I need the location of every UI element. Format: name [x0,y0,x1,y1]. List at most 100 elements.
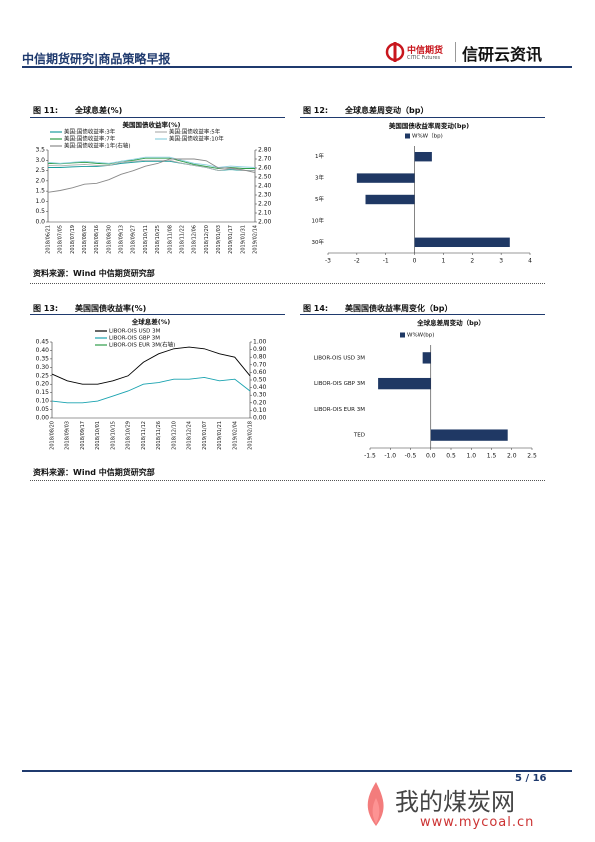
y-tick-label: 1.5 [35,188,45,195]
y-tick-label: LIBOR-OIS GBP 3M [314,381,365,387]
x-tick-label: 2019/02/14 [253,225,259,254]
watermark-url: www.mycoal.cn [420,815,535,830]
figure-caption: 美国国债收益率周变化（bp） [345,304,453,313]
y-tick-label: 0.05 [36,406,50,413]
logo-en: CITIC Futures [407,55,441,61]
legend-label: W%W(bp) [407,333,434,339]
x-tick-label: 2018/10/11 [143,225,149,254]
footer-rule [22,770,572,772]
x-tick-label: 2018/09/13 [119,225,125,254]
series-line [47,158,256,193]
x-tick-label: 1.5 [487,453,497,460]
chart: 美国国债收益率(%) 0.0 0.5 1.0 1.5 2.0 2.5 3.0 3.5 2.00 2.… [35,120,272,254]
header-title: 中信期货研究|商品策略早报 [22,52,171,66]
x-tick-label: 2018/10/25 [155,225,161,254]
y-tick-label: 0.35 [36,355,50,362]
x-tick-label: 2018/06/21 [46,225,52,254]
x-tick-label: 2018/12/06 [192,225,198,254]
y-tick-label: 5年 [315,195,324,203]
bar [430,429,508,441]
x-tick-label: 2018/11/12 [141,421,147,450]
x-tick-label: 2018/07/19 [70,225,76,254]
y-tick-label: 0.15 [36,389,50,396]
y-tick-label: 0.20 [36,381,50,388]
y2-tick-label: 1.00 [253,339,267,346]
x-tick-label: 1 [442,258,446,265]
x-tick-label: 1.0 [466,453,476,460]
y-tick-label: LIBOR-OIS USD 3M [314,355,366,361]
header-rule [22,66,572,68]
legend-label: LIBOR-OIS GBP 3M [109,336,160,342]
x-tick-label: 3 [499,258,503,265]
legend-label: LIBOR-OIS USD 3M [109,329,161,335]
bar [414,237,510,248]
x-tick-label: 0.5 [446,453,456,460]
x-tick-label: -1.0 [384,453,396,460]
x-tick-label: 2018/11/08 [167,225,173,254]
caption-rule [30,117,285,118]
brand: 信研云资讯 [462,45,543,64]
chart: 美国国债收益率周变动(bp) -3 -2 -1 0 1 2 3 4 W%W（bp) 1年 3年 5年 10… [312,121,533,265]
x-tick-label: 2019/02/18 [248,421,254,450]
x-tick-label: 2018/09/27 [131,225,137,254]
chart: 全球息差(%)0.000.050.100.150.200.250.300.350… [36,317,267,450]
x-tick-label: 2018/09/03 [65,421,71,450]
y-tick-label: 30年 [312,238,325,246]
figure-label: 图 12: [303,106,329,115]
legend-swatch [400,332,405,338]
page-number: 5 / 16 [515,773,547,784]
source: 资料来源：Wind 中信期货研究部 [33,269,155,278]
logo-cn: 中信期货 [407,46,444,56]
x-tick-label: 2018/08/02 [82,225,88,254]
y-tick-label: 0.45 [36,339,50,346]
y-tick-label: 10年 [312,216,325,224]
y-tick-label: 2.5 [35,167,45,174]
y2-tick-label: 0.20 [253,399,267,406]
y2-tick-label: 0.70 [253,361,267,368]
x-tick-label: 2018/12/10 [171,421,177,450]
chart-title: 美国国债收益率周变动(bp) [389,121,469,130]
bar [356,173,415,183]
bar [378,377,431,390]
y2-tick-label: 0.80 [253,354,267,361]
y-tick-label: LIBOR-OIS EUR 3M [314,407,365,413]
y2-tick-label: 2.40 [258,183,272,190]
legend-label: W%W（bp) [412,133,443,140]
series-line [51,377,251,404]
x-tick-label: 2019/01/07 [202,421,208,450]
x-tick-label: 0 [413,258,417,265]
y-tick-label: 3.5 [35,147,45,154]
chart-title: 全球息差(%) [131,317,170,326]
y-tick-label: TED [353,433,365,439]
watermark-cn: 我的煤炭网 [395,788,515,816]
x-tick-label: 2018/12/20 [204,225,210,254]
bar [365,194,415,205]
x-tick-label: 2018/10/15 [110,421,116,450]
separator [30,480,545,481]
y-tick-label: 0.30 [36,364,50,371]
legend-label: 美国:国债收益率:1年(右轴) [64,142,131,150]
y2-tick-label: 2.20 [258,201,272,208]
y-tick-label: 1年 [315,152,324,160]
x-tick-label: -1.5 [364,453,376,460]
legend-swatch [405,133,410,139]
x-tick-label: -0.5 [405,453,417,460]
x-tick-label: 2 [470,258,474,265]
y2-tick-label: 2.00 [258,219,272,226]
y2-tick-label: 2.30 [258,192,272,199]
series-line [47,159,255,172]
figure-caption: 全球息差周变动（bp） [345,106,429,115]
y2-tick-label: 0.40 [253,384,267,391]
x-tick-label: 2019/01/31 [240,225,246,254]
figure-label: 图 13: [33,304,59,313]
legend-label: 美国:国债收益率:10年 [169,135,224,143]
watermark-flame [367,782,384,826]
x-tick-label: -1 [383,258,389,265]
y-tick-label: 0.40 [36,347,50,354]
divider [455,42,456,62]
y2-tick-label: 2.60 [258,165,272,172]
x-tick-label: 2018/08/30 [106,225,112,254]
y2-tick-label: 0.90 [253,346,267,353]
y2-tick-label: 2.80 [258,147,272,154]
